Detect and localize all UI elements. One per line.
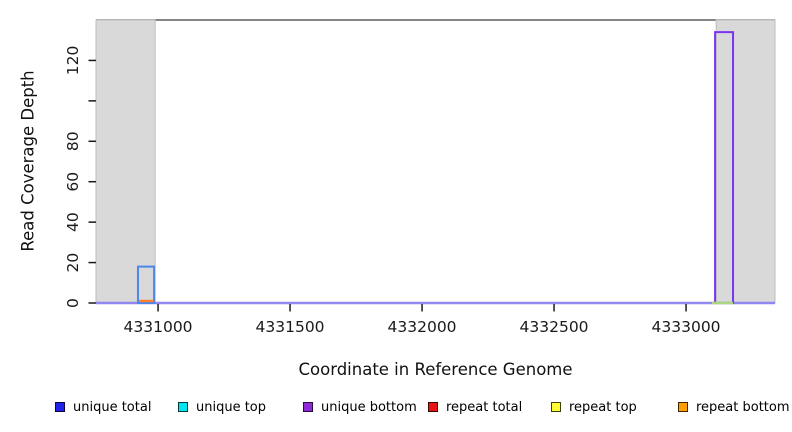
x-tick-label: 4331500 — [256, 318, 325, 336]
y-tick-label: 120 — [64, 46, 82, 76]
y-tick-label: 40 — [64, 212, 82, 232]
legend-label-unique-total: unique total — [73, 399, 152, 415]
y-tick-label: 20 — [64, 253, 82, 273]
y-axis-title: Read Coverage Depth — [18, 70, 38, 252]
legend-swatch-repeat-bottom — [678, 402, 688, 412]
legend-label-unique-top: unique top — [196, 399, 267, 415]
x-axis-title: Coordinate in Reference Genome — [298, 360, 573, 379]
legend-swatch-repeat-total — [428, 402, 438, 412]
legend-item-unique-top: unique top — [178, 398, 266, 416]
x-tick-label: 4333000 — [652, 318, 721, 336]
coverage-unique-total-bar — [136, 265, 156, 305]
legend-label-repeat-total: repeat total — [446, 399, 523, 415]
legend-label-repeat-bottom: repeat bottom — [696, 399, 790, 415]
legend-swatch-unique-total — [55, 402, 65, 412]
legend-item-repeat-total: repeat total — [428, 398, 522, 416]
legend-item-repeat-top: repeat top — [551, 398, 637, 416]
legend-swatch-repeat-top — [551, 402, 561, 412]
y-tick-label: 80 — [64, 131, 82, 151]
legend-item-unique-bottom: unique bottom — [303, 398, 417, 416]
masked-region-left — [95, 19, 156, 304]
legend-swatch-unique-bottom — [303, 402, 313, 412]
legend-swatch-unique-top — [178, 402, 188, 412]
legend-label-repeat-top: repeat top — [569, 399, 637, 415]
x-tick-label: 4332500 — [520, 318, 589, 336]
legend-item-repeat-bottom: repeat bottom — [678, 398, 790, 416]
x-tick-label: 4331000 — [124, 318, 193, 336]
masked-region-right — [715, 19, 776, 304]
legend-label-unique-bottom: unique bottom — [321, 399, 417, 415]
legend: unique total unique top unique bottom repea… — [0, 398, 792, 420]
y-tick-label: 60 — [64, 172, 82, 192]
legend-item-unique-total: unique total — [55, 398, 151, 416]
y-tick-label: 0 — [64, 298, 82, 308]
x-tick-label: 4332000 — [388, 318, 457, 336]
